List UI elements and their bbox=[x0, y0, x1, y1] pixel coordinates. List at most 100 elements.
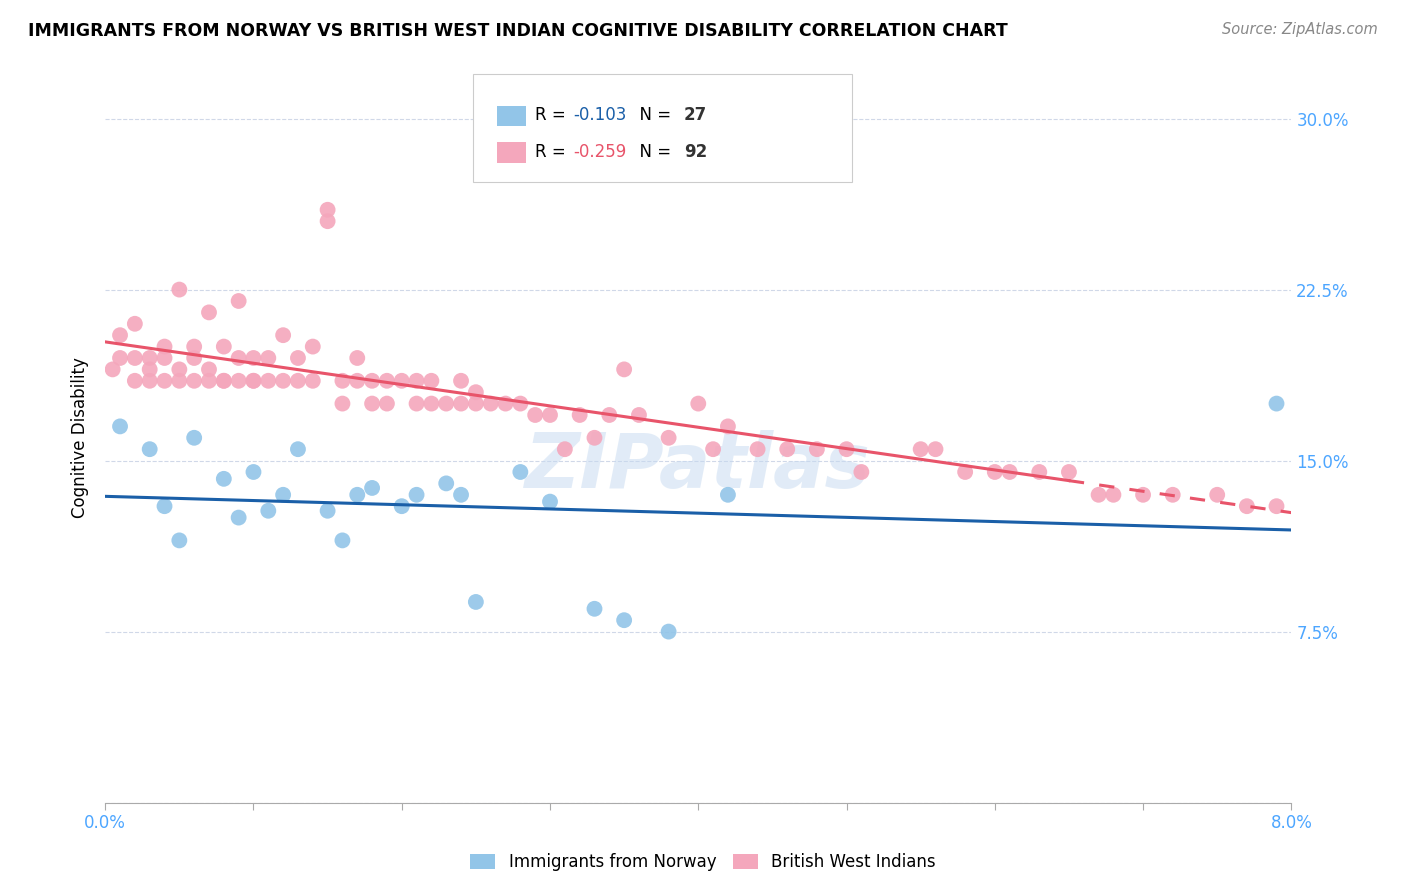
Point bbox=[420, 374, 443, 388]
Point bbox=[1028, 465, 1050, 479]
FancyBboxPatch shape bbox=[496, 143, 526, 162]
FancyBboxPatch shape bbox=[496, 106, 526, 127]
Point bbox=[568, 408, 591, 422]
Point bbox=[806, 442, 828, 457]
Point bbox=[153, 499, 176, 513]
Point bbox=[910, 442, 932, 457]
Point bbox=[138, 351, 160, 365]
FancyBboxPatch shape bbox=[472, 74, 852, 183]
Text: ZIPatlas: ZIPatlas bbox=[526, 430, 872, 504]
Point bbox=[301, 340, 323, 354]
Point bbox=[242, 374, 264, 388]
Point bbox=[138, 374, 160, 388]
Point bbox=[450, 488, 472, 502]
Point bbox=[153, 374, 176, 388]
Point bbox=[464, 385, 486, 400]
Point bbox=[257, 351, 280, 365]
Point bbox=[1265, 396, 1288, 410]
Point bbox=[434, 396, 457, 410]
Point bbox=[464, 595, 486, 609]
Point bbox=[434, 476, 457, 491]
Text: R =: R = bbox=[534, 143, 571, 161]
Point bbox=[405, 374, 427, 388]
Point bbox=[198, 374, 221, 388]
Point bbox=[108, 419, 131, 434]
Point bbox=[361, 374, 384, 388]
Point bbox=[375, 396, 398, 410]
Point bbox=[198, 305, 221, 319]
Point bbox=[524, 408, 547, 422]
Point bbox=[346, 374, 368, 388]
Point bbox=[153, 340, 176, 354]
Point bbox=[301, 374, 323, 388]
Point bbox=[346, 488, 368, 502]
Point bbox=[613, 613, 636, 627]
Point bbox=[717, 419, 740, 434]
Point bbox=[138, 362, 160, 376]
Point bbox=[242, 351, 264, 365]
Text: IMMIGRANTS FROM NORWAY VS BRITISH WEST INDIAN COGNITIVE DISABILITY CORRELATION C: IMMIGRANTS FROM NORWAY VS BRITISH WEST I… bbox=[28, 22, 1008, 40]
Y-axis label: Cognitive Disability: Cognitive Disability bbox=[72, 358, 89, 518]
Point bbox=[776, 442, 799, 457]
Point bbox=[212, 374, 235, 388]
Point bbox=[228, 374, 250, 388]
Point bbox=[538, 494, 561, 508]
Point bbox=[450, 396, 472, 410]
Text: N =: N = bbox=[630, 106, 676, 124]
Point bbox=[361, 481, 384, 495]
Point bbox=[169, 533, 191, 548]
Point bbox=[1161, 488, 1184, 502]
Point bbox=[420, 396, 443, 410]
Point bbox=[242, 465, 264, 479]
Point bbox=[851, 465, 873, 479]
Text: 92: 92 bbox=[685, 143, 707, 161]
Point bbox=[124, 351, 146, 365]
Point bbox=[169, 362, 191, 376]
Point bbox=[984, 465, 1007, 479]
Point bbox=[332, 374, 354, 388]
Point bbox=[228, 293, 250, 308]
Point bbox=[212, 340, 235, 354]
Point bbox=[332, 533, 354, 548]
Point bbox=[332, 396, 354, 410]
Point bbox=[554, 442, 576, 457]
Point bbox=[198, 362, 221, 376]
Point bbox=[228, 351, 250, 365]
Point bbox=[212, 472, 235, 486]
Point bbox=[391, 499, 413, 513]
Point bbox=[183, 374, 205, 388]
Point bbox=[287, 374, 309, 388]
Point bbox=[271, 488, 294, 502]
Point bbox=[183, 340, 205, 354]
Point bbox=[316, 214, 339, 228]
Point bbox=[998, 465, 1021, 479]
Point bbox=[108, 328, 131, 343]
Point bbox=[627, 408, 650, 422]
Point bbox=[583, 431, 606, 445]
Point bbox=[1265, 499, 1288, 513]
Legend: Immigrants from Norway, British West Indians: Immigrants from Norway, British West Ind… bbox=[463, 845, 943, 880]
Point bbox=[138, 442, 160, 457]
Point bbox=[509, 396, 531, 410]
Point bbox=[212, 374, 235, 388]
Text: N =: N = bbox=[630, 143, 676, 161]
Point bbox=[702, 442, 724, 457]
Point bbox=[375, 374, 398, 388]
Point bbox=[101, 362, 124, 376]
Point bbox=[169, 374, 191, 388]
Point bbox=[405, 396, 427, 410]
Point bbox=[257, 374, 280, 388]
Text: R =: R = bbox=[534, 106, 571, 124]
Point bbox=[124, 317, 146, 331]
Point bbox=[153, 351, 176, 365]
Point bbox=[1236, 499, 1258, 513]
Point bbox=[124, 374, 146, 388]
Point bbox=[271, 328, 294, 343]
Point bbox=[717, 488, 740, 502]
Point bbox=[924, 442, 946, 457]
Point bbox=[1102, 488, 1125, 502]
Point bbox=[361, 396, 384, 410]
Point bbox=[658, 431, 681, 445]
Point bbox=[953, 465, 976, 479]
Point bbox=[495, 396, 517, 410]
